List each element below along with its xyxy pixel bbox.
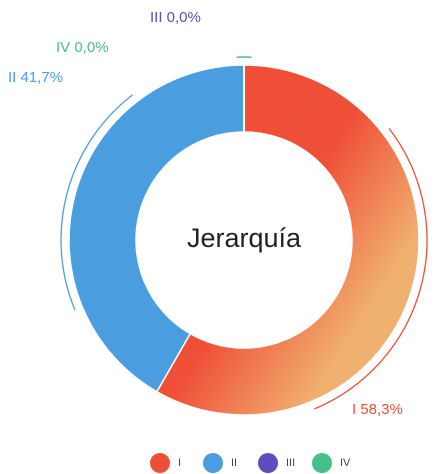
center-title: Jerarquía bbox=[187, 223, 302, 253]
legend-swatch bbox=[203, 453, 223, 473]
legend-swatch bbox=[312, 453, 332, 473]
slice bbox=[155, 64, 420, 416]
leader-arc bbox=[314, 128, 428, 410]
legend-label: I bbox=[178, 457, 181, 469]
legend-label: II bbox=[231, 457, 237, 469]
value-label: I 58,3% bbox=[352, 401, 403, 418]
value-label: III 0,0% bbox=[150, 9, 201, 26]
slice bbox=[68, 64, 245, 393]
legend-swatch bbox=[258, 453, 278, 473]
value-label: IV 0,0% bbox=[56, 39, 109, 56]
legend-label: III bbox=[286, 457, 295, 469]
legend-label: IV bbox=[340, 457, 351, 469]
legend-swatch bbox=[150, 453, 170, 473]
leader-arc bbox=[60, 94, 133, 311]
value-label: II 41,7% bbox=[8, 69, 63, 86]
